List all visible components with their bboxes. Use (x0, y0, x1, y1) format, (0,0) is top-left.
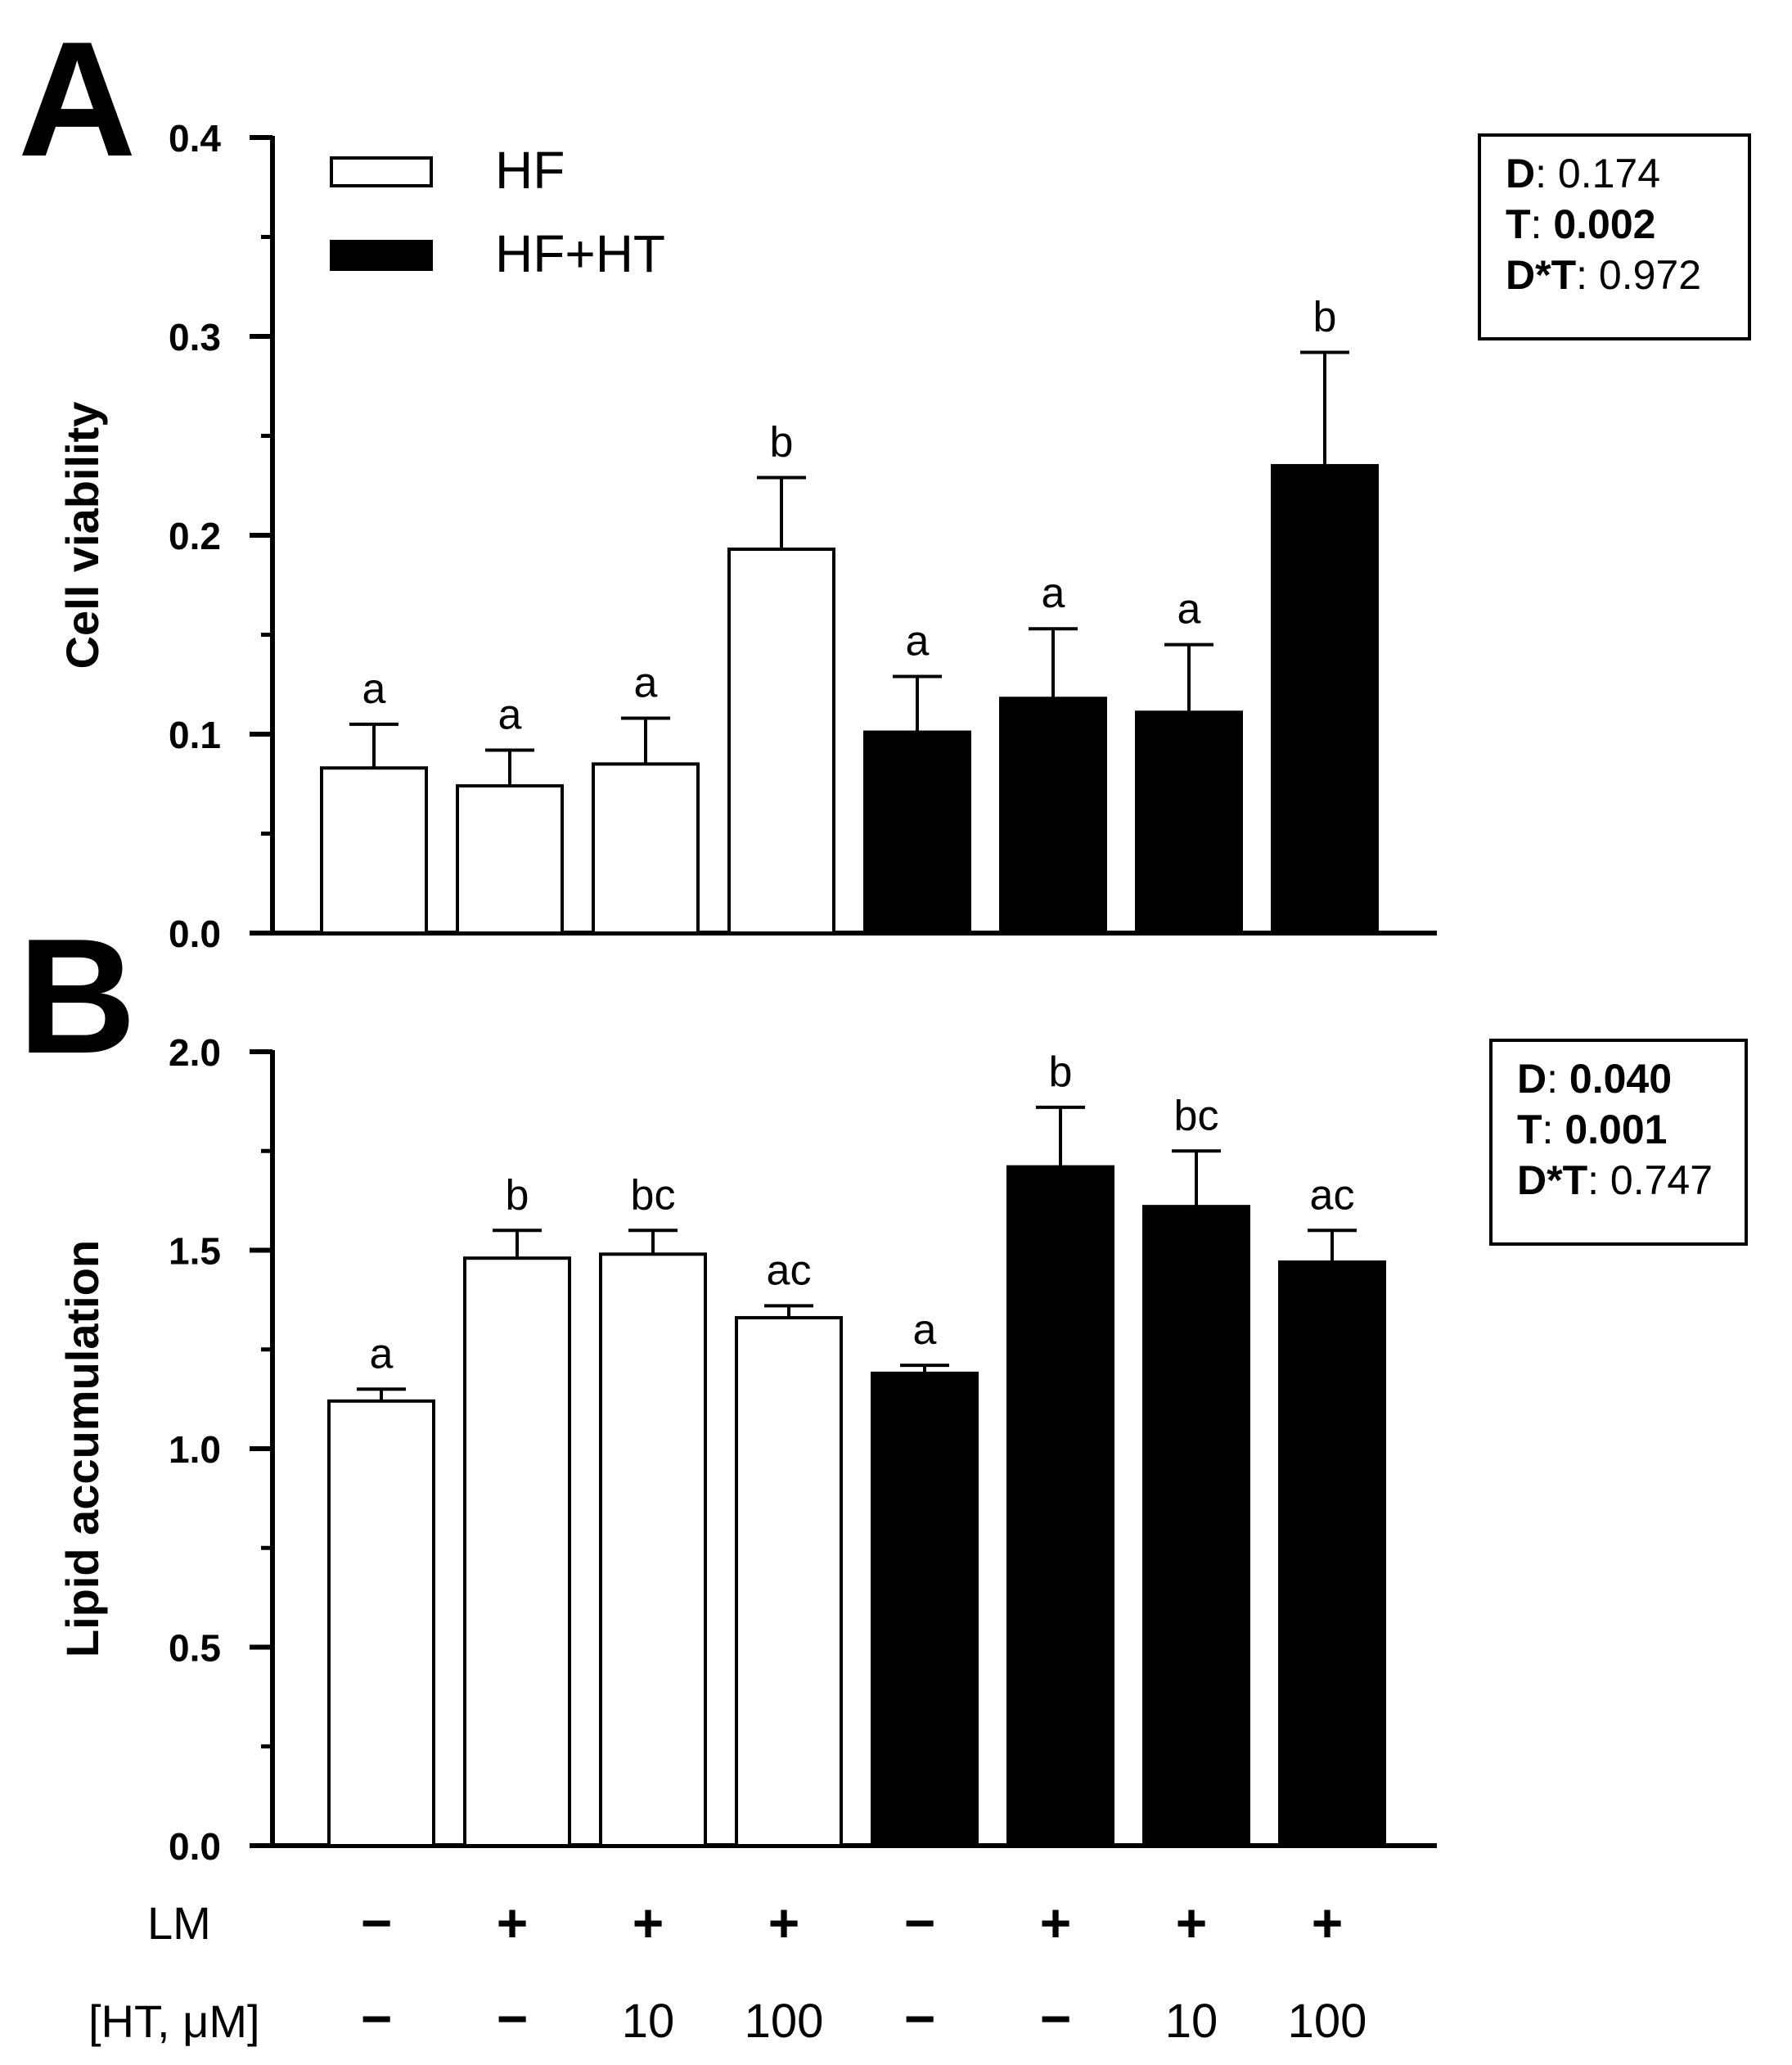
ht-value: − (904, 1988, 936, 2049)
chart-b-bar (1006, 1165, 1114, 1847)
chart-a-sig-letter: a (498, 691, 522, 738)
stats-b-d: D: 0.040 (1517, 1056, 1673, 1102)
chart-b-bar (327, 1399, 435, 1848)
ht-value: 100 (1288, 1995, 1367, 2048)
stats-a-t: T: 0.002 (1506, 201, 1656, 247)
chart-b-sig-letter: bc (1174, 1092, 1219, 1139)
chart-b-ytick-label: 1.5 (169, 1230, 221, 1273)
chart-a-ytick-label: 0.0 (169, 913, 221, 955)
lm-value: − (361, 1892, 393, 1953)
chart-b-ylabel: Lipid accumulation (56, 1240, 108, 1657)
chart-a-sig-letter: a (906, 618, 930, 665)
chart-a-sig-letter: b (1313, 293, 1337, 340)
chart-b-ytick-label: 0.5 (169, 1627, 221, 1670)
chart-b-ytick-label: 0.0 (169, 1825, 221, 1868)
ht-value: − (1040, 1988, 1072, 2049)
chart-b-bar (871, 1371, 979, 1847)
stats-b-dt: D*T: 0.747 (1517, 1157, 1713, 1203)
chart-a-bar (1135, 710, 1243, 936)
chart-a-sig-letter: a (362, 665, 386, 713)
ht-value: − (361, 1988, 393, 2049)
chart-a-sig-letter: a (1042, 570, 1065, 617)
stats-box-a: D: 0.174 T: 0.002 D*T: 0.972 (1478, 133, 1751, 340)
chart-b-sig-letter: bc (631, 1171, 676, 1219)
lm-value: + (1176, 1892, 1208, 1953)
chart-a-sig-letter: b (770, 419, 794, 467)
chart-a-bar (863, 730, 971, 935)
chart-a-bar (727, 548, 835, 935)
stats-b-t: T: 0.001 (1517, 1107, 1668, 1152)
lm-value: − (904, 1892, 936, 1953)
chart-b-sig-letter: a (913, 1306, 937, 1354)
lm-value: + (633, 1892, 664, 1953)
chart-b-bar (599, 1252, 707, 1847)
legend-label-hf: HF (495, 141, 565, 200)
ht-value: 10 (1165, 1995, 1218, 2048)
chart-a-ytick-label: 0.3 (169, 316, 221, 358)
chart-b-bar (735, 1315, 843, 1847)
lm-value: + (497, 1892, 529, 1953)
lm-value: + (768, 1892, 800, 1953)
chart-b-bar (1278, 1260, 1386, 1848)
chart-b-sig-letter: ac (1310, 1171, 1355, 1219)
stats-a-d: D: 0.174 (1506, 151, 1661, 196)
chart-a-ytick-label: 0.4 (169, 117, 221, 160)
chart-a-bar (592, 762, 700, 936)
chart-b-sig-letter: a (370, 1330, 394, 1377)
chart-a-sig-letter: a (634, 660, 658, 707)
panel-a-letter: A (18, 8, 137, 191)
chart-a-bar (999, 697, 1107, 935)
chart-b-bar (1142, 1205, 1250, 1847)
chart-b-ytick-label: 1.0 (169, 1428, 221, 1471)
chart-b-sig-letter: ac (767, 1247, 812, 1294)
ht-value: 10 (622, 1995, 675, 2048)
ht-value: − (497, 1988, 529, 2049)
lm-row-label: LM (147, 1897, 211, 1949)
ht-value: 100 (745, 1995, 824, 2048)
chart-a-ylabel: Cell viability (56, 402, 108, 670)
chart-a-ytick-label: 0.1 (169, 714, 221, 756)
chart-a-bar (1271, 463, 1379, 935)
legend-swatch-hf-ht (330, 240, 433, 271)
chart-b-sig-letter: b (1049, 1048, 1073, 1096)
ht-row-label: [HT, μM] (88, 1995, 260, 2047)
stats-box-b: D: 0.040 T: 0.001 D*T: 0.747 (1489, 1039, 1748, 1246)
legend-label-hf-ht: HF+HT (495, 224, 665, 283)
chart-a-sig-letter: a (1177, 586, 1201, 633)
stats-a-dt: D*T: 0.972 (1506, 252, 1702, 298)
chart-b-sig-letter: b (506, 1171, 529, 1219)
chart-b-bar (463, 1256, 571, 1847)
chart-a-bar (456, 784, 564, 935)
panel-b-letter: B (18, 905, 137, 1088)
lm-value: + (1040, 1892, 1072, 1953)
lm-value: + (1312, 1892, 1344, 1953)
legend-swatch-hf (330, 156, 433, 187)
chart-b-ytick-label: 2.0 (169, 1031, 221, 1074)
chart-a-ytick-label: 0.2 (169, 515, 221, 557)
chart-a-bar (320, 766, 428, 935)
